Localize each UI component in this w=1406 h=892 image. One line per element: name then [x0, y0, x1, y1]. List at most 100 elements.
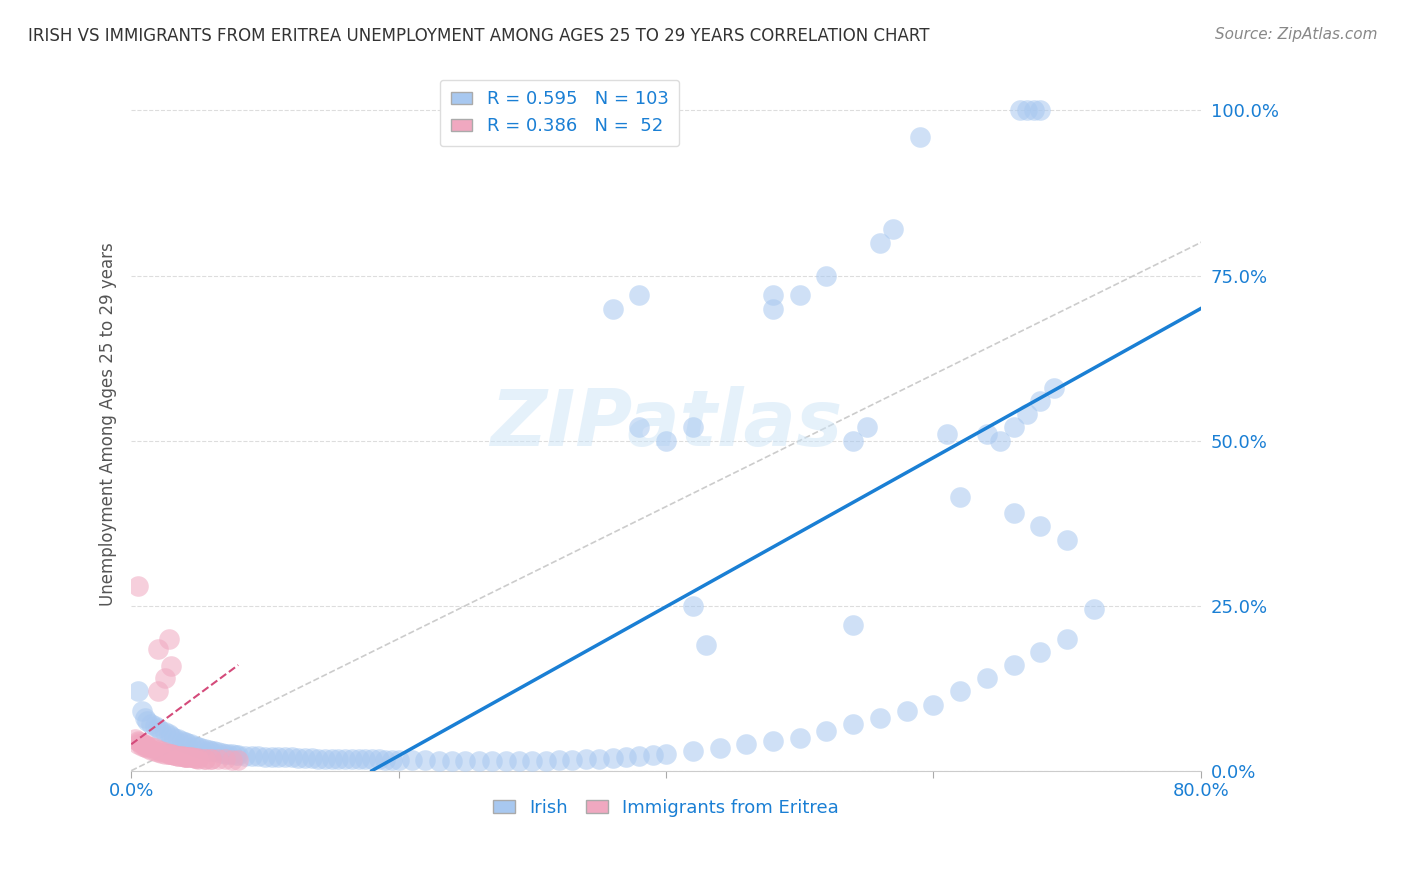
Point [367, 752, 389, 766]
Point [160, 659, 183, 673]
Point [882, 222, 904, 236]
Point [602, 301, 624, 316]
Point [709, 740, 731, 755]
Point [176, 749, 198, 764]
Point [1029, 103, 1052, 118]
Point [869, 235, 891, 250]
Point [976, 427, 998, 442]
Point [157, 727, 180, 741]
Point [136, 739, 159, 753]
Point [146, 721, 169, 735]
Point [146, 641, 169, 656]
Point [163, 747, 186, 762]
Point [180, 750, 202, 764]
Point [167, 731, 190, 746]
Point [153, 747, 176, 761]
Point [149, 744, 172, 758]
Point [815, 268, 838, 283]
Point [762, 734, 785, 748]
Point [655, 747, 678, 761]
Point [522, 754, 544, 768]
Point [198, 742, 221, 756]
Point [200, 744, 222, 758]
Point [896, 704, 918, 718]
Point [949, 490, 972, 504]
Point [221, 747, 243, 762]
Point [361, 752, 384, 766]
Point [908, 129, 931, 144]
Point [1029, 394, 1052, 409]
Point [160, 747, 183, 762]
Point [180, 737, 202, 751]
Point [789, 288, 811, 302]
Point [146, 684, 169, 698]
Point [762, 288, 785, 302]
Point [641, 747, 664, 762]
Point [1002, 420, 1025, 434]
Point [628, 749, 651, 764]
Point [173, 749, 195, 764]
Point [134, 737, 156, 751]
Point [280, 750, 302, 764]
Point [922, 698, 945, 712]
Point [187, 751, 209, 765]
Point [143, 741, 166, 756]
Point [143, 744, 166, 758]
Point [260, 749, 283, 764]
Point [354, 752, 377, 766]
Point [214, 752, 236, 766]
Point [146, 742, 169, 756]
Point [1029, 645, 1052, 659]
Point [628, 288, 651, 302]
Point [131, 736, 153, 750]
Point [184, 751, 207, 765]
Point [214, 747, 236, 761]
Point [163, 747, 186, 762]
Point [173, 735, 195, 749]
Point [842, 434, 865, 448]
Point [508, 754, 530, 768]
Point [1002, 658, 1025, 673]
Point [187, 739, 209, 754]
Point [381, 753, 404, 767]
Point [176, 736, 198, 750]
Point [143, 719, 166, 733]
Point [1015, 407, 1038, 421]
Point [682, 744, 704, 758]
Point [333, 752, 356, 766]
Point [340, 752, 363, 766]
Point [127, 734, 149, 748]
Point [157, 747, 180, 761]
Point [141, 742, 163, 756]
Point [682, 599, 704, 613]
Point [194, 752, 217, 766]
Point [655, 434, 678, 448]
Point [187, 752, 209, 766]
Point [935, 427, 957, 442]
Point [415, 753, 437, 767]
Point [575, 752, 598, 766]
Point [153, 671, 176, 685]
Point [869, 711, 891, 725]
Point [170, 749, 193, 764]
Point [427, 754, 450, 768]
Text: ZIPatlas: ZIPatlas [489, 386, 842, 462]
Point [127, 737, 149, 751]
Point [294, 751, 316, 765]
Point [842, 618, 865, 632]
Y-axis label: Unemployment Among Ages 25 to 29 years: Unemployment Among Ages 25 to 29 years [100, 243, 117, 606]
Point [842, 717, 865, 731]
Point [134, 711, 156, 725]
Point [301, 751, 323, 765]
Point [127, 684, 149, 698]
Point [534, 754, 557, 768]
Point [735, 737, 758, 751]
Point [988, 434, 1011, 448]
Point [628, 420, 651, 434]
Point [1056, 632, 1078, 646]
Point [454, 754, 477, 768]
Point [321, 752, 343, 766]
Point [314, 752, 336, 766]
Point [160, 730, 183, 744]
Point [481, 754, 503, 768]
